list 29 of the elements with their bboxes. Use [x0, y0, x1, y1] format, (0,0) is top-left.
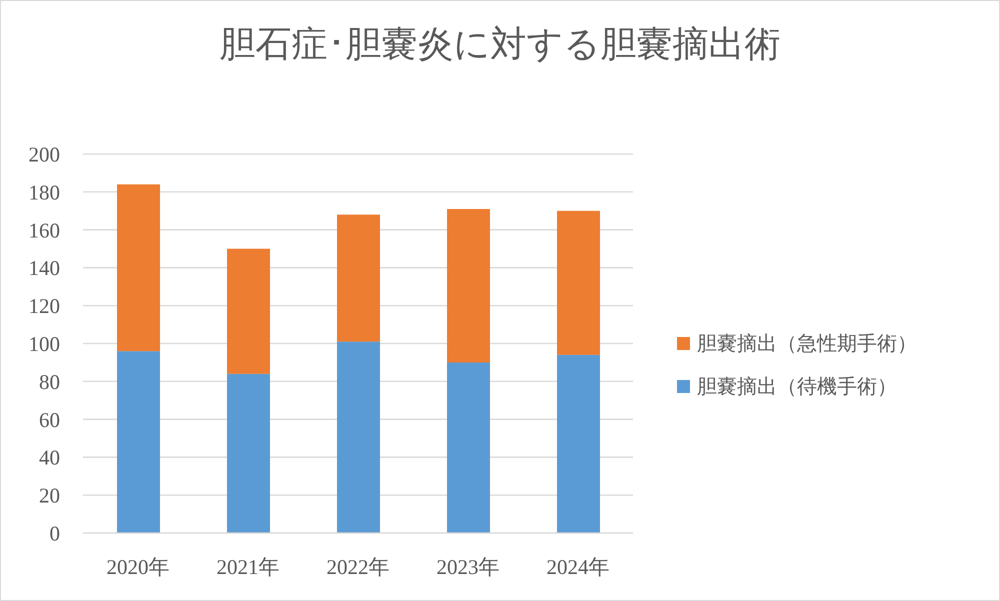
bar	[117, 184, 160, 352]
y-tick-label: 100	[28, 332, 60, 356]
x-tick-label: 2023年	[436, 554, 500, 579]
y-tick-label: 20	[39, 484, 60, 508]
bar	[337, 342, 380, 533]
y-tick-label: 180	[28, 180, 60, 204]
y-tick-label: 140	[28, 256, 60, 280]
y-tick-label: 80	[39, 370, 60, 394]
y-tick-label: 120	[28, 294, 60, 318]
y-tick-label: 60	[39, 408, 60, 432]
legend-label: 胆嚢摘出（急性期手術）	[697, 330, 917, 357]
bar	[337, 214, 380, 342]
bar	[227, 248, 270, 374]
x-tick-label: 2024年	[546, 554, 610, 579]
bar	[557, 210, 600, 355]
bar	[447, 208, 490, 362]
bar	[557, 354, 600, 533]
y-tick-label: 200	[28, 142, 60, 166]
bar	[227, 374, 270, 533]
chart-title: 胆石症･胆嚢炎に対する胆嚢摘出術	[218, 23, 782, 67]
y-tick-label: 0	[50, 521, 60, 546]
y-tick-label: 160	[28, 218, 60, 242]
legend-label: 胆嚢摘出（待機手術）	[697, 373, 897, 400]
x-tick-label: 2020年	[106, 554, 170, 579]
bar	[447, 362, 490, 533]
x-tick-label: 2021年	[216, 554, 280, 579]
y-tick-label: 40	[39, 446, 60, 470]
x-tick-label: 2022年	[326, 554, 390, 579]
bar	[117, 351, 160, 533]
